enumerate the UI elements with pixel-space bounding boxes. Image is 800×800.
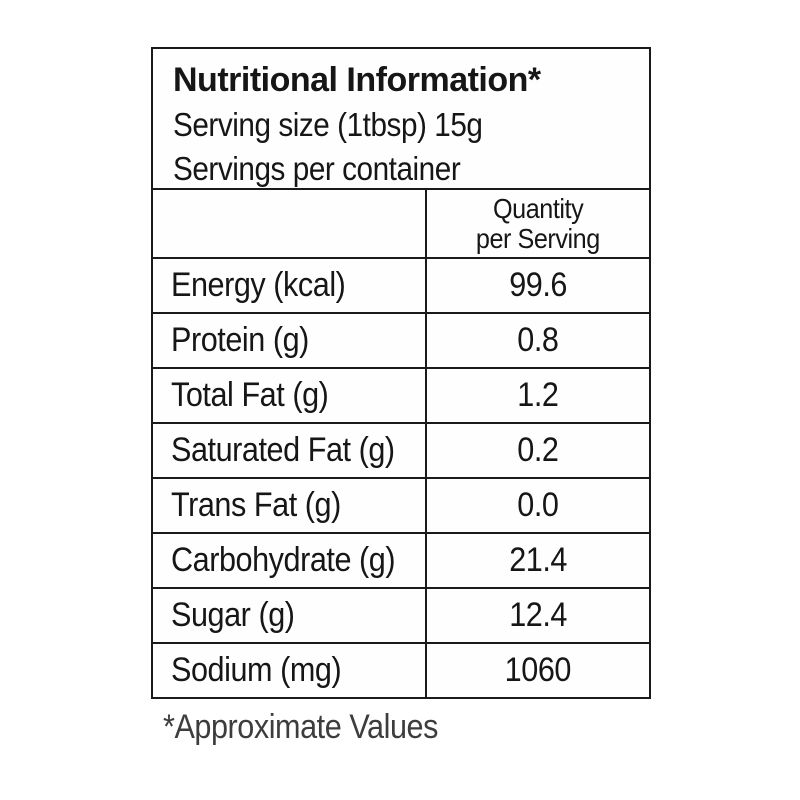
table-row-sodium: Sodium (mg) 1060: [153, 644, 649, 697]
nutrient-value: 21.4: [509, 541, 567, 579]
approximate-values-text: *Approximate Values: [163, 708, 438, 746]
nutrient-name: Total Fat (g): [171, 376, 329, 414]
nutrient-name: Energy (kcal): [171, 266, 346, 304]
nutrient-value-cell: 1.2: [427, 369, 649, 422]
nutrient-name-cell: Trans Fat (g): [153, 479, 427, 532]
nutrient-name-cell: Protein (g): [153, 314, 427, 367]
nutrient-name-cell: Sodium (mg): [153, 644, 427, 697]
nutrient-value: 0.2: [517, 431, 559, 469]
nutrient-name-cell: Sugar (g): [153, 589, 427, 642]
nutrient-value: 1060: [504, 651, 572, 689]
nutrient-name-cell: Energy (kcal): [153, 259, 427, 312]
nutrient-name-cell: Carbohydrate (g): [153, 534, 427, 587]
nutrient-value-cell: 12.4: [427, 589, 649, 642]
nutrient-value-cell: 21.4: [427, 534, 649, 587]
nutrient-value: 12.4: [509, 596, 567, 634]
nutrient-name: Sugar (g): [171, 596, 295, 634]
nutrient-value: 0.8: [517, 321, 559, 359]
nutrient-name: Trans Fat (g): [171, 486, 341, 524]
serving-size-line: Serving size (1tbsp) 15g: [173, 103, 649, 147]
nutrient-value: 99.6: [509, 266, 567, 304]
nutrient-value-cell: 99.6: [427, 259, 649, 312]
nutrition-facts-table: Nutritional Information* Serving size (1…: [151, 47, 651, 699]
table-row-total-fat: Total Fat (g) 1.2: [153, 369, 649, 424]
serving-size-text: Serving size (1tbsp) 15g: [173, 106, 483, 143]
quantity-column-header: Quantity per Serving: [427, 190, 649, 257]
table-row-protein: Protein (g) 0.8: [153, 314, 649, 369]
nutrient-name: Saturated Fat (g): [171, 431, 395, 469]
column-header-row: Quantity per Serving: [153, 190, 649, 259]
table-row-saturated-fat: Saturated Fat (g) 0.2: [153, 424, 649, 479]
quantity-header-line2: per Serving: [476, 222, 600, 254]
nutrient-name: Protein (g): [171, 321, 309, 359]
nutrient-column-header: [153, 190, 427, 257]
nutrient-name: Sodium (mg): [171, 651, 342, 689]
nutrient-value-cell: 1060: [427, 644, 649, 697]
nutrient-name: Carbohydrate (g): [171, 541, 396, 579]
table-row-carbohydrate: Carbohydrate (g) 21.4: [153, 534, 649, 589]
servings-per-container-line: Servings per container: [173, 147, 649, 191]
nutrient-value-cell: 0.0: [427, 479, 649, 532]
nutrient-value: 0.0: [517, 486, 559, 524]
servings-per-container-text: Servings per container: [173, 150, 461, 187]
table-row-sugar: Sugar (g) 12.4: [153, 589, 649, 644]
nutrient-value-cell: 0.2: [427, 424, 649, 477]
nutrient-name-cell: Saturated Fat (g): [153, 424, 427, 477]
approximate-values-footnote: *Approximate Values: [163, 708, 468, 747]
label-title-text: Nutritional Information*: [173, 61, 541, 99]
nutrient-name-cell: Total Fat (g): [153, 369, 427, 422]
label-header: Nutritional Information* Serving size (1…: [153, 49, 649, 190]
quantity-header-line1: Quantity: [492, 192, 584, 224]
nutrient-value-cell: 0.8: [427, 314, 649, 367]
table-row-trans-fat: Trans Fat (g) 0.0: [153, 479, 649, 534]
label-title: Nutritional Information*: [173, 57, 649, 103]
table-row-energy: Energy (kcal) 99.6: [153, 259, 649, 314]
nutrient-value: 1.2: [517, 376, 559, 414]
